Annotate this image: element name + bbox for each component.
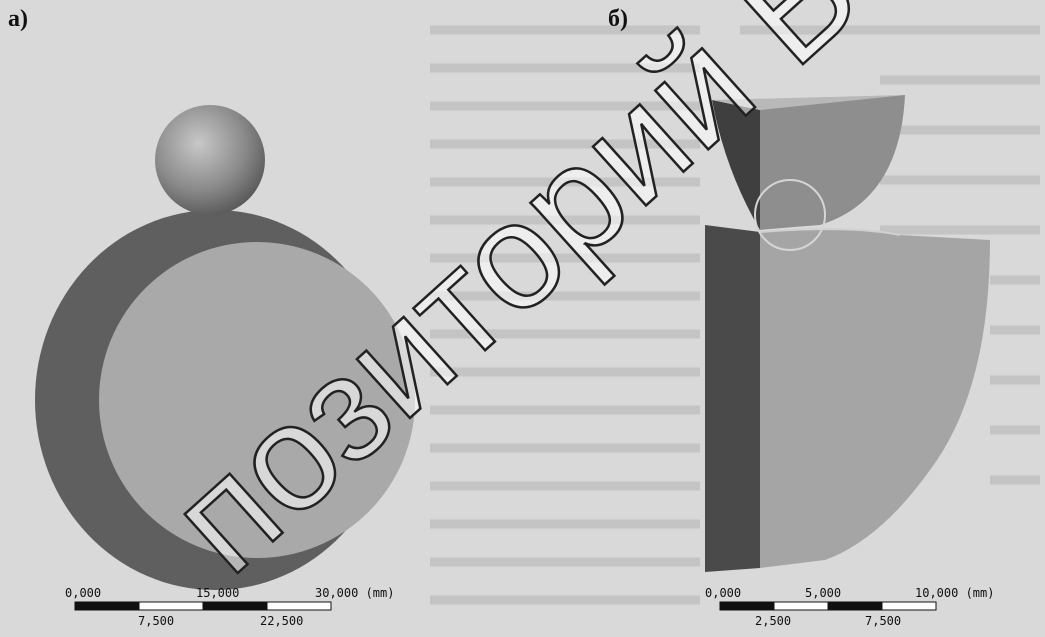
scale-label: 0,000	[65, 586, 101, 600]
faded-text	[430, 25, 1040, 605]
scale-label: 7,500	[865, 614, 901, 628]
scale-label: 10,000 (mm)	[915, 586, 994, 600]
scale-label: 7,500	[138, 614, 174, 628]
scale-label: 5,000	[805, 586, 841, 600]
scale-label: 15,000	[196, 586, 239, 600]
scale-bar-a	[74, 601, 332, 611]
render-b	[705, 95, 990, 572]
scale-label: 30,000 (mm)	[315, 586, 394, 600]
scale-label: 22,500	[260, 614, 303, 628]
panel-label: а)	[8, 6, 28, 32]
panel-label: б)	[608, 6, 628, 32]
scale-label: 2,500	[755, 614, 791, 628]
render-a	[35, 105, 415, 590]
scale-bar-b	[719, 601, 937, 611]
scale-label: 0,000	[705, 586, 741, 600]
